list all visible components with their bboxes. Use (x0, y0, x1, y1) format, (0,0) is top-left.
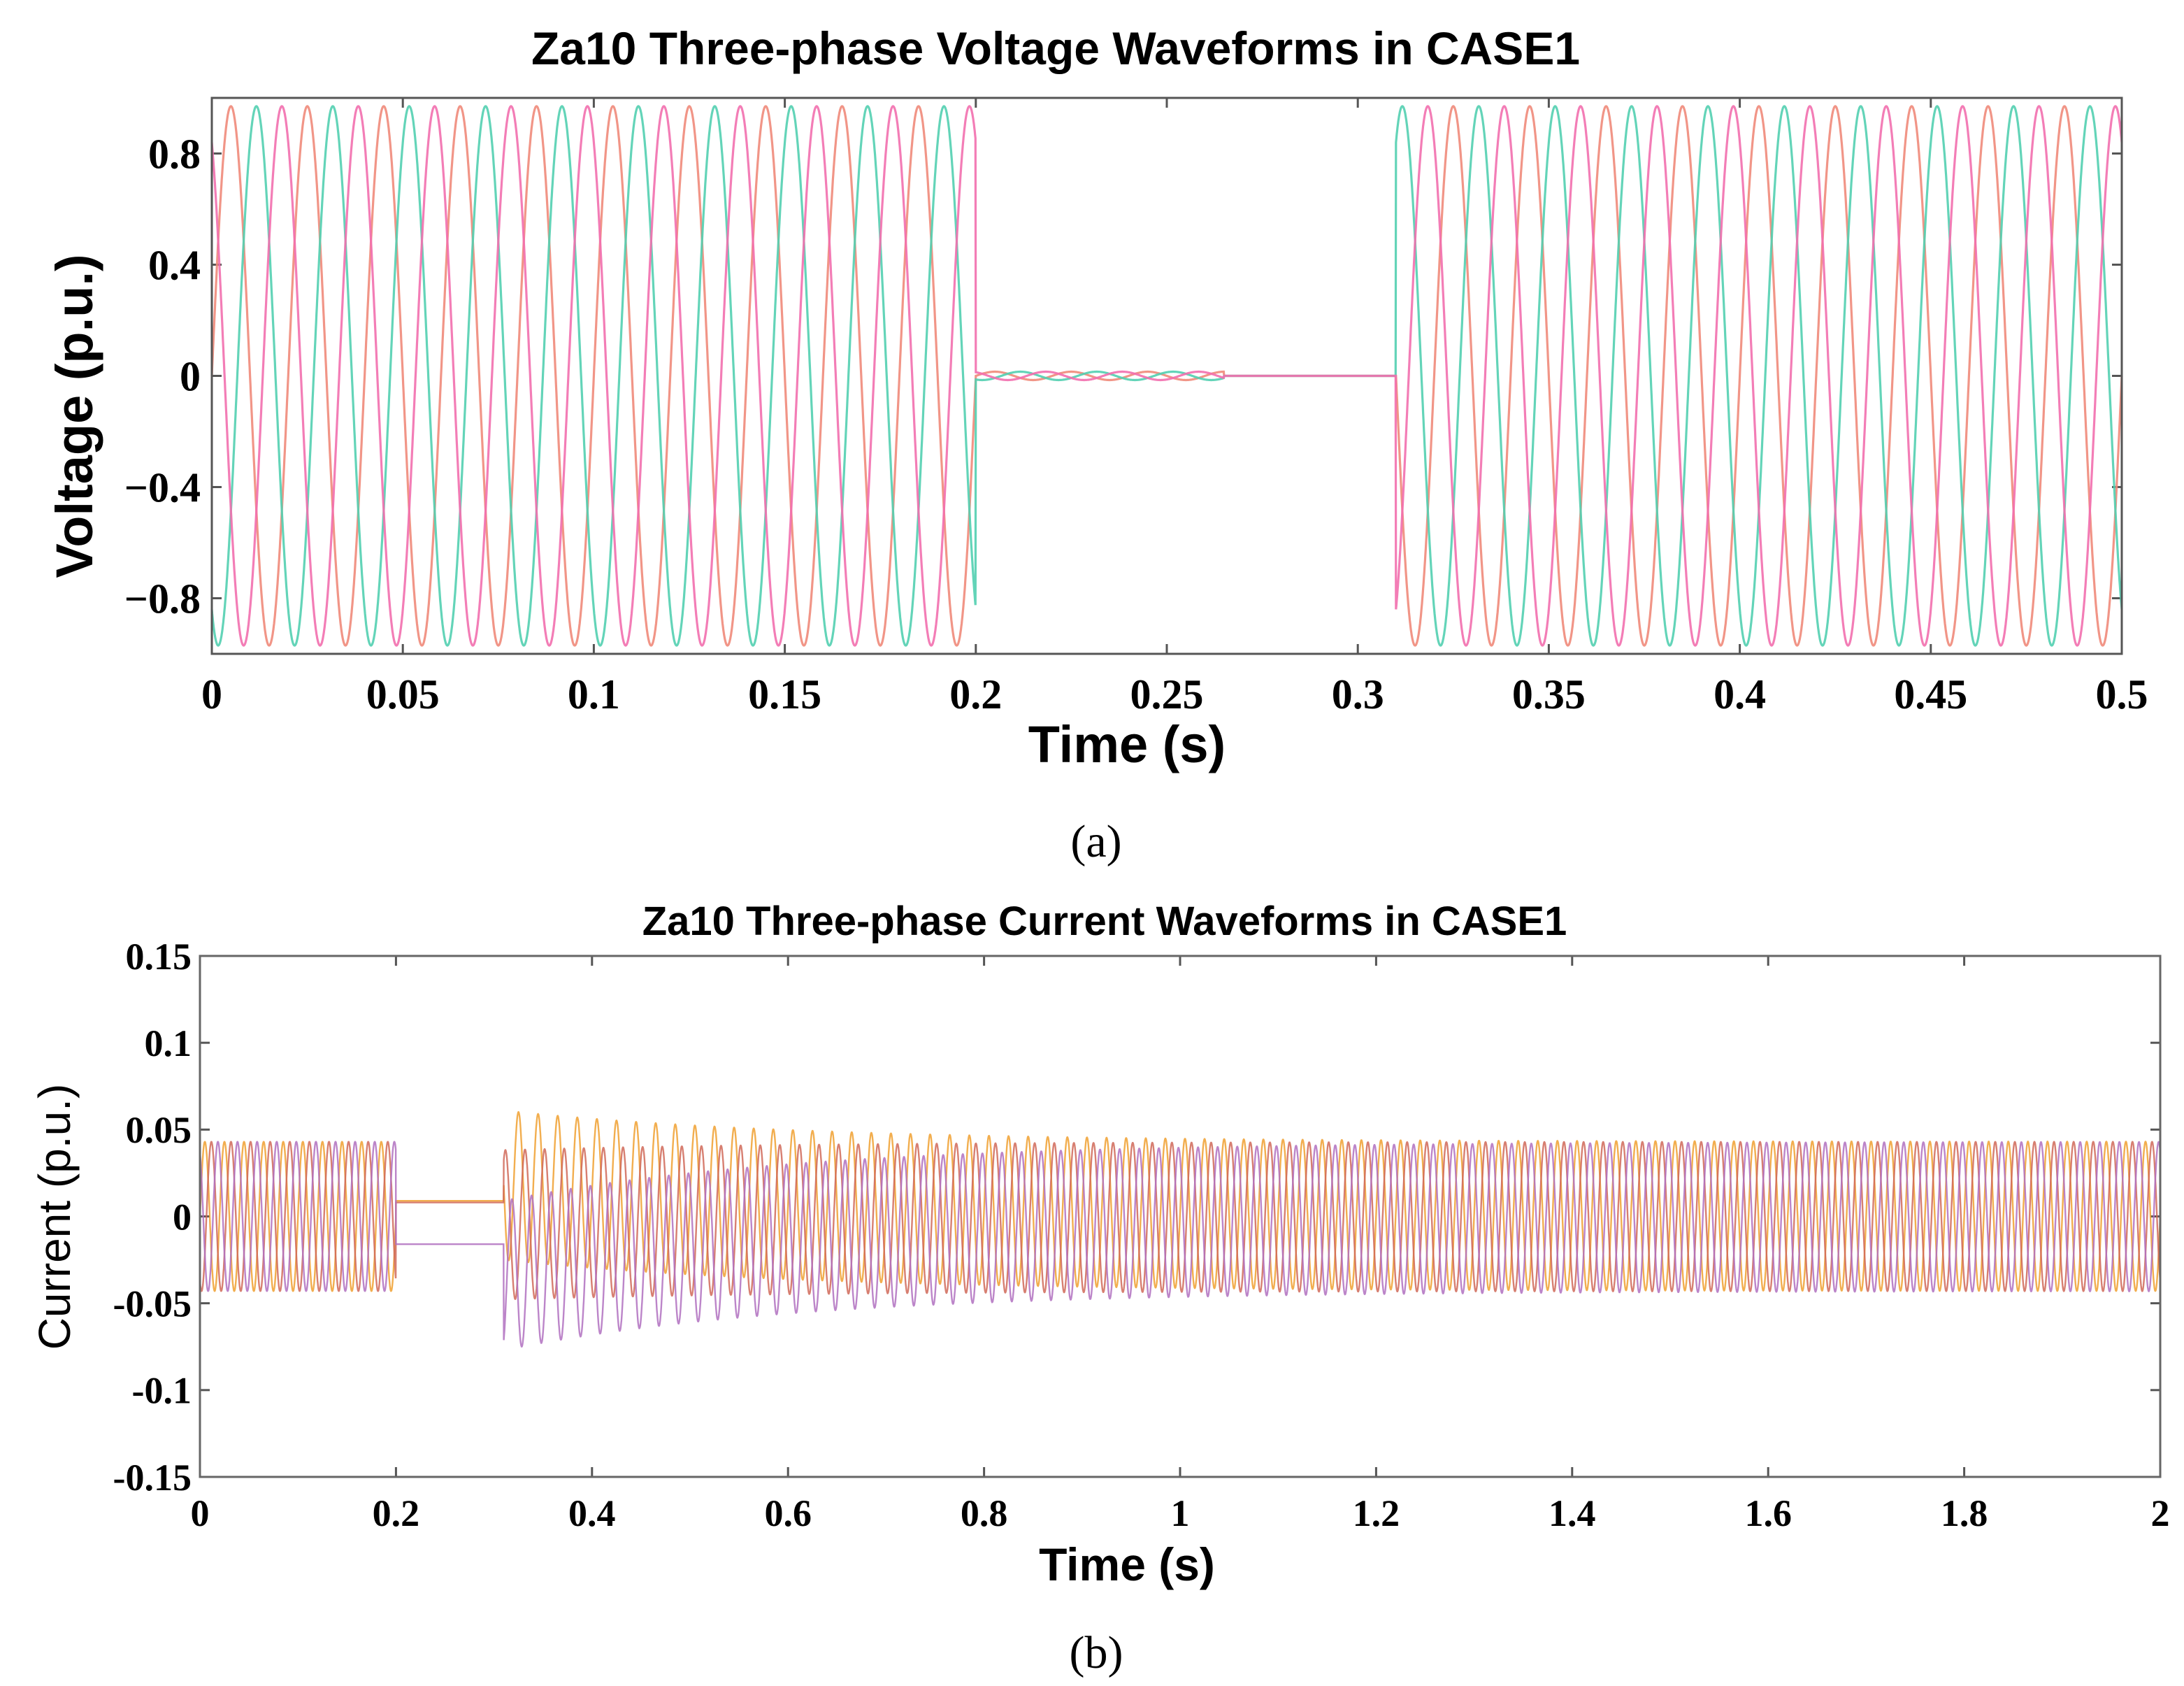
x-tick-label: 0.35 (1512, 671, 1586, 717)
y-tick-label: 0.15 (126, 936, 192, 978)
x-tick-label: 0.4 (568, 1492, 616, 1534)
x-tick-label: 0.45 (1894, 671, 1967, 717)
x-tick-label: 0.15 (748, 671, 821, 717)
x-tick-label: 0 (201, 671, 222, 717)
y-tick-label: −0.4 (124, 465, 201, 511)
current-y-axis-label: Current (p.u.) (29, 1084, 80, 1350)
y-tick-label: -0.15 (113, 1457, 192, 1499)
y-tick-label: 0 (173, 1196, 192, 1238)
voltage-y-tick-labels: −0.8 −0.4 0 0.4 0.8 (124, 131, 201, 622)
x-tick-label: 1.8 (1941, 1492, 1988, 1534)
x-tick-label: 0.05 (366, 671, 440, 717)
y-tick-label: 0 (180, 354, 201, 400)
y-tick-label: 0.8 (148, 131, 201, 178)
x-tick-label: 2 (2151, 1492, 2170, 1534)
voltage-x-tick-labels: 0 0.05 0.1 0.15 0.2 0.25 0.3 0.35 0.4 0.45 0.5 (201, 671, 2148, 717)
caption-a: (a) (1070, 816, 1121, 867)
voltage-plot-frame (210, 97, 2123, 655)
voltage-x-axis-label: Time (s) (1028, 715, 1226, 773)
y-tick-label: -0.1 (132, 1370, 192, 1412)
voltage-y-axis-label: Voltage (p.u.) (45, 254, 103, 578)
x-tick-label: 0.25 (1130, 671, 1204, 717)
current-chart: Za10 Three-phase Current Waveforms in CA… (29, 899, 2170, 1678)
x-tick-label: 0.1 (568, 671, 620, 717)
voltage-series-phase-A (210, 105, 2123, 647)
x-tick-label: 1.6 (1744, 1492, 1792, 1534)
current-y-tick-labels: -0.15 -0.1 -0.05 0 0.05 0.1 0.15 (113, 936, 192, 1499)
voltage-series-phase-C (210, 105, 2123, 647)
caption-b: (b) (1070, 1627, 1123, 1678)
y-tick-label: 0.1 (145, 1022, 192, 1064)
current-series-phase-B (199, 1141, 2162, 1300)
x-tick-label: 0.2 (949, 671, 1002, 717)
current-series (199, 1110, 2162, 1348)
x-tick-label: 0.2 (373, 1492, 420, 1534)
y-tick-label: -0.05 (113, 1283, 192, 1325)
current-x-tick-labels: 0 0.2 0.4 0.6 0.8 1 1.2 1.4 1.6 1.8 2 (191, 1492, 2170, 1534)
x-tick-label: 1.4 (1549, 1492, 1596, 1534)
current-plot-frame (199, 955, 2162, 1478)
current-chart-title: Za10 Three-phase Current Waveforms in CA… (642, 899, 1567, 944)
y-tick-label: −0.8 (124, 576, 201, 622)
x-tick-label: 0.8 (961, 1492, 1008, 1534)
x-tick-label: 0.6 (764, 1492, 812, 1534)
x-tick-label: 1.2 (1353, 1492, 1400, 1534)
voltage-chart: Za10 Three-phase Voltage Waveforms in CA… (45, 22, 2148, 867)
voltage-series (210, 105, 2123, 647)
x-tick-label: 0 (191, 1492, 210, 1534)
x-tick-label: 1 (1171, 1492, 1190, 1534)
current-series-phase-C (199, 1141, 2162, 1348)
x-tick-label: 0.4 (1714, 671, 1766, 717)
x-tick-label: 0.5 (2096, 671, 2148, 717)
current-x-axis-label: Time (s) (1039, 1538, 1215, 1590)
voltage-chart-title: Za10 Three-phase Voltage Waveforms in CA… (531, 22, 1580, 74)
y-tick-label: 0.4 (148, 243, 201, 289)
y-tick-label: 0.05 (126, 1109, 192, 1151)
voltage-series-phase-B (210, 105, 2123, 647)
x-tick-label: 0.3 (1332, 671, 1384, 717)
